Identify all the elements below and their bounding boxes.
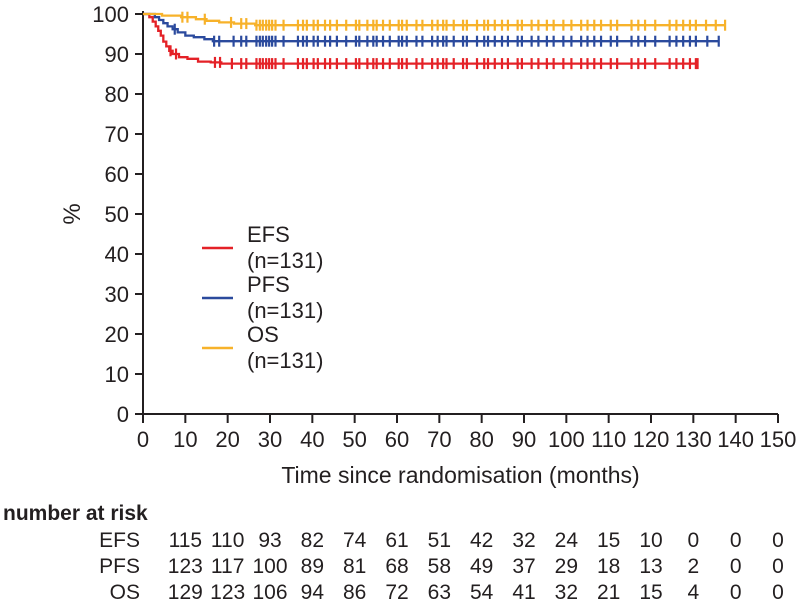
y-tick-label: 70 (105, 122, 129, 147)
y-tick-label: 20 (105, 322, 129, 347)
risk-value: 18 (597, 555, 620, 578)
risk-value: 24 (555, 529, 579, 552)
risk-value: 86 (343, 581, 366, 600)
x-tick-label: 100 (548, 427, 585, 452)
risk-value: 81 (343, 555, 366, 578)
risk-value: 21 (597, 581, 620, 600)
risk-value: 94 (301, 581, 325, 600)
risk-value: 72 (385, 581, 408, 600)
y-tick-label: 30 (105, 282, 129, 307)
y-tick-label: 80 (105, 82, 129, 107)
risk-value: 61 (385, 529, 408, 552)
risk-value: 49 (470, 555, 493, 578)
legend-n-efs: (n=131) (247, 248, 323, 273)
risk-value: 15 (597, 529, 620, 552)
risk-row-label-os: OS (110, 581, 140, 600)
x-tick-label: 110 (591, 427, 626, 452)
risk-value: 0 (772, 555, 784, 578)
x-tick-label: 80 (469, 427, 493, 452)
legend-label-efs: EFS (247, 222, 290, 247)
x-tick-label: 10 (173, 427, 197, 452)
risk-value: 2 (687, 555, 699, 578)
risk-value: 29 (555, 555, 578, 578)
x-tick-label: 40 (300, 427, 324, 452)
x-tick-label: 60 (385, 427, 409, 452)
risk-value: 0 (772, 581, 784, 600)
risk-value: 89 (301, 555, 324, 578)
risk-value: 42 (470, 529, 493, 552)
x-tick-label: 50 (342, 427, 366, 452)
x-tick-label: 120 (633, 427, 670, 452)
risk-value: 123 (210, 581, 245, 600)
y-tick-label: 10 (105, 362, 129, 387)
y-tick-label: 40 (105, 242, 129, 267)
risk-row-label-efs: EFS (99, 529, 140, 552)
risk-value: 0 (730, 529, 742, 552)
y-tick-label: 0 (117, 402, 129, 427)
risk-value: 32 (512, 529, 535, 552)
risk-value: 68 (385, 555, 408, 578)
y-tick-label: 50 (105, 202, 129, 227)
legend-label-pfs: PFS (247, 272, 290, 297)
risk-value: 110 (211, 529, 244, 552)
legend-n-os: (n=131) (247, 348, 323, 373)
risk-value: 129 (168, 581, 203, 600)
risk-value: 4 (687, 581, 699, 600)
risk-value: 82 (301, 529, 324, 552)
risk-table-title: number at risk (3, 502, 148, 525)
risk-value: 115 (169, 529, 202, 552)
risk-value: 117 (211, 555, 244, 578)
risk-value: 123 (168, 555, 203, 578)
risk-value: 74 (343, 529, 367, 552)
y-tick-label: 100 (92, 2, 129, 27)
risk-value: 63 (428, 581, 451, 600)
x-axis-title: Time since randomisation (months) (281, 462, 639, 488)
km-curve-efs (143, 12, 698, 65)
x-tick-label: 90 (512, 427, 536, 452)
risk-value: 106 (252, 581, 287, 600)
risk-value: 0 (687, 529, 699, 552)
y-axis-title: % (59, 203, 86, 224)
x-tick-label: 30 (258, 427, 282, 452)
risk-value: 0 (772, 529, 784, 552)
x-tick-label: 150 (760, 427, 797, 452)
x-tick-label: 20 (215, 427, 239, 452)
x-tick-label: 0 (137, 427, 149, 452)
risk-value: 10 (639, 529, 662, 552)
risk-value: 41 (512, 581, 535, 600)
risk-value: 58 (428, 555, 451, 578)
risk-row-label-pfs: PFS (99, 555, 140, 578)
risk-value: 37 (512, 555, 535, 578)
risk-value: 32 (555, 581, 578, 600)
risk-value: 54 (470, 581, 494, 600)
km-curve-os (143, 12, 726, 27)
risk-value: 13 (639, 555, 662, 578)
risk-value: 100 (252, 555, 287, 578)
risk-value: 93 (258, 529, 281, 552)
risk-value: 0 (730, 555, 742, 578)
risk-value: 51 (428, 529, 451, 552)
x-tick-label: 140 (717, 427, 754, 452)
risk-value: 0 (730, 581, 742, 600)
legend-label-os: OS (247, 322, 279, 347)
y-tick-label: 60 (105, 162, 129, 187)
x-tick-label: 70 (427, 427, 451, 452)
risk-value: 15 (639, 581, 662, 600)
x-tick-label: 130 (675, 427, 712, 452)
y-tick-label: 90 (105, 42, 129, 67)
legend-n-pfs: (n=131) (247, 298, 323, 323)
